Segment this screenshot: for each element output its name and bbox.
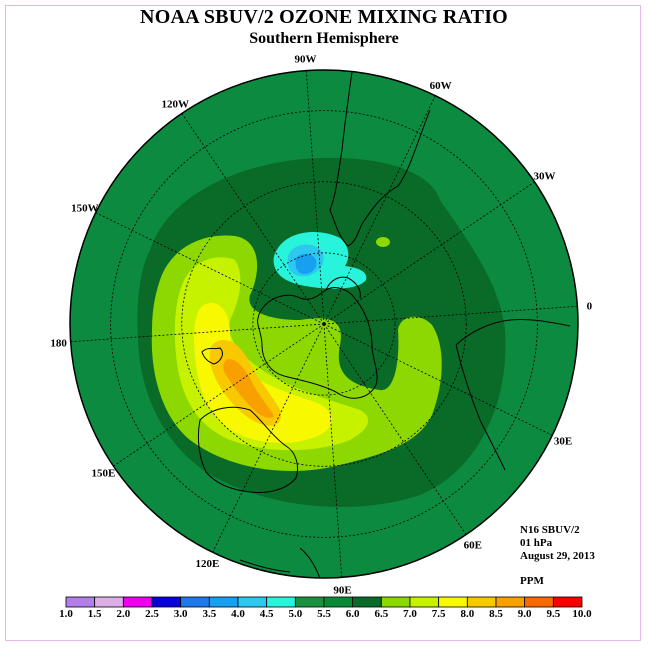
contour-spot [376,237,390,247]
contour-band-8-0 [223,359,274,418]
colorbar-tick-label: 5.5 [317,608,331,620]
latitude-circle [252,252,396,396]
longitude-label: 150E [92,468,116,480]
colorbar-tick-label: 5.0 [288,608,303,620]
colorbar-tick-label: 9.5 [546,608,561,620]
longitude-label: 90W [294,54,316,66]
longitude-label: 60W [430,80,452,92]
contour-band-7-0 [193,302,332,443]
longitude-labels: 90W 60W 30W 0 30E 60E 90E 120E 150E 180 150W 120W [50,54,592,597]
colorbar-tick-label: 10.0 [572,608,592,620]
colorbar-tick-label: 7.0 [403,608,417,620]
contour-band-3-5 [295,253,317,274]
longitude-label: 0 [587,300,593,312]
longitude-label: 180 [50,338,67,350]
colorbar-tick-label: 6.0 [345,608,360,620]
map-boundary [69,69,579,579]
latitude-circle [181,181,467,467]
colorbar-tick-label: 8.0 [460,608,475,620]
longitude-label: 120E [195,558,219,570]
colorbar-tick-label: 1.0 [59,608,73,620]
latitude-circle [110,110,538,538]
colorbar-tick-label: 6.5 [374,608,389,620]
longitude-label: 90E [333,584,351,596]
info-block: N16 SBUV/2 01 hPa August 29, 2013 [520,524,595,563]
info-instrument: N16 SBUV/2 [520,524,580,536]
colorbar-tick-label: 2.5 [145,608,159,620]
coastlines [197,71,571,578]
colorbar-tick-label: 3.5 [202,608,217,620]
colorbar-tick-label: 3.0 [173,608,188,620]
colorbar-tick-label: 2.0 [116,608,131,620]
figure-frame [5,5,641,641]
longitude-label: 120W [162,98,190,110]
units-label: PPM [520,575,544,587]
colorbar-tick-label: 8.5 [489,608,503,620]
longitude-label: 150W [71,202,99,214]
colorbar-tick-label: 9.0 [517,608,532,620]
longitude-label: 30E [554,436,572,448]
map-subtitle: Southern Hemisphere [249,30,399,47]
colorbar-tick-label: 1.5 [87,608,102,620]
longitude-label: 60E [464,540,482,552]
longitude-label: 30W [534,170,556,182]
graticule [70,70,578,578]
colorbar-tick-label: 4.5 [259,608,274,620]
map-title: NOAA SBUV/2 OZONE MIXING RATIO [140,6,508,28]
colorbar-tick-label: 4.0 [231,608,245,620]
colorbar-tick-label: 7.5 [431,608,446,620]
info-level: 01 hPa [520,537,553,549]
info-date: August 29, 2013 [520,550,595,562]
